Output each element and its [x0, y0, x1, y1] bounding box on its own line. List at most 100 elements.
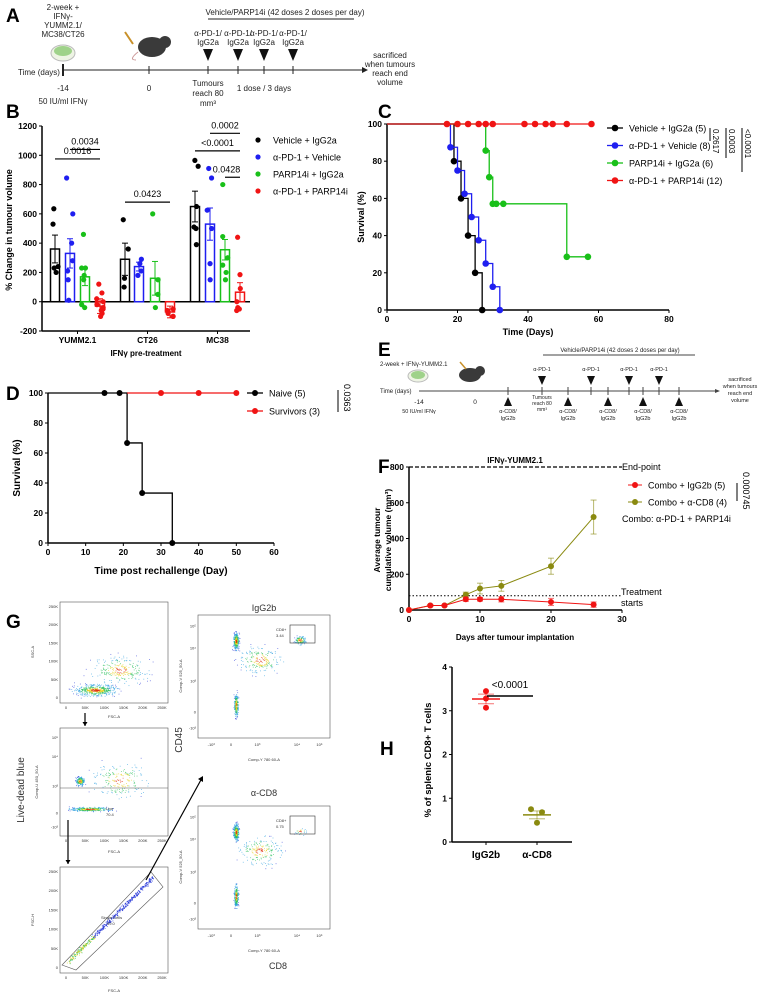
event-dot: [235, 709, 236, 710]
event-dot: [238, 643, 240, 644]
event-dot: [119, 906, 121, 908]
event-dot: [81, 808, 83, 810]
event-dot: [236, 897, 237, 899]
event-dot: [77, 807, 79, 809]
event-dot: [235, 830, 237, 832]
event-dot: [118, 773, 120, 775]
event-dot: [97, 931, 99, 933]
data-point: [138, 268, 144, 274]
event-dot: [237, 823, 239, 825]
event-dot: [256, 666, 258, 667]
event-dot: [237, 832, 239, 834]
event-dot: [127, 671, 129, 673]
event-dot: [94, 808, 96, 810]
event-dot: [124, 903, 126, 905]
event-dot: [105, 921, 107, 923]
event-dot: [89, 690, 90, 692]
event-dot: [121, 774, 123, 776]
event-dot: [235, 904, 237, 906]
cd8-gate-label: CD8+: [276, 818, 287, 823]
event-dot: [137, 660, 139, 662]
event-dot: [264, 835, 266, 837]
event-dot: [72, 956, 74, 957]
event-dot: [121, 789, 123, 791]
event-dot: [92, 938, 94, 940]
event-dot: [120, 908, 121, 910]
event-dot: [262, 666, 264, 668]
event-dot: [91, 686, 92, 688]
event-dot: [129, 773, 131, 775]
event-dot: [136, 670, 138, 672]
event-dot: [116, 671, 118, 673]
event-dot: [74, 956, 76, 958]
event-dot: [89, 810, 91, 812]
event-dot: [297, 832, 299, 834]
event-dot: [147, 677, 149, 679]
f-ylabel: cumulative volume (mm³): [383, 489, 393, 592]
event-dot: [85, 808, 86, 810]
event-dot: [116, 910, 118, 912]
event-dot: [237, 831, 239, 833]
event-dot: [237, 711, 238, 713]
event-dot: [236, 634, 238, 635]
event-dot: [263, 656, 264, 658]
event-dot: [123, 786, 125, 787]
event-dot: [235, 894, 237, 896]
event-dot: [78, 691, 79, 692]
data-point: [222, 277, 229, 283]
event-dot: [115, 791, 116, 793]
event-dot: [114, 913, 116, 915]
data-point: [548, 563, 554, 570]
event-dot: [236, 642, 237, 644]
event-dot: [256, 854, 257, 856]
event-dot: [135, 894, 137, 896]
event-dot: [131, 678, 133, 679]
event-dot: [79, 785, 81, 787]
legend-marker: [255, 137, 261, 143]
event-dot: [234, 642, 236, 644]
event-dot: [260, 857, 262, 859]
event-dot: [103, 765, 104, 767]
event-dot: [102, 926, 104, 928]
event-dot: [122, 785, 124, 787]
event-dot: [100, 669, 102, 671]
event-dot: [87, 689, 89, 691]
antibody-label: α-PD-1/: [250, 29, 279, 38]
event-dot: [88, 769, 90, 771]
event-dot: [146, 884, 147, 886]
event-dot: [103, 668, 105, 670]
event-dot: [97, 675, 99, 677]
event-dot: [232, 649, 234, 650]
dose-triangle-icon: [233, 49, 243, 61]
event-dot: [77, 689, 79, 690]
event-dot: [106, 923, 108, 925]
event-dot: [95, 691, 97, 693]
event-dot: [268, 846, 270, 847]
event-dot: [234, 889, 236, 891]
event-dot: [125, 902, 126, 904]
event-dot: [94, 691, 96, 692]
event-dot: [234, 641, 236, 643]
legend-marker: [252, 390, 258, 396]
event-dot: [93, 808, 95, 809]
event-dot: [77, 781, 79, 783]
event-dot: [254, 671, 256, 673]
event-dot: [240, 669, 242, 671]
event-dot: [80, 777, 82, 779]
event-dot: [88, 943, 90, 945]
event-dot: [73, 809, 75, 811]
event-dot: [95, 935, 97, 937]
data-point: [193, 225, 199, 232]
event-dot: [298, 640, 299, 642]
event-dot: [124, 787, 125, 789]
event-dot: [113, 917, 115, 919]
event-dot: [100, 809, 102, 811]
event-dot: [104, 808, 106, 810]
event-dot: [234, 894, 235, 896]
event-dot: [93, 693, 95, 695]
y-tick-label: 80: [34, 418, 44, 428]
event-dot: [94, 687, 96, 689]
event-dot: [118, 779, 120, 781]
event-dot: [256, 657, 257, 659]
event-dot: [119, 789, 120, 790]
